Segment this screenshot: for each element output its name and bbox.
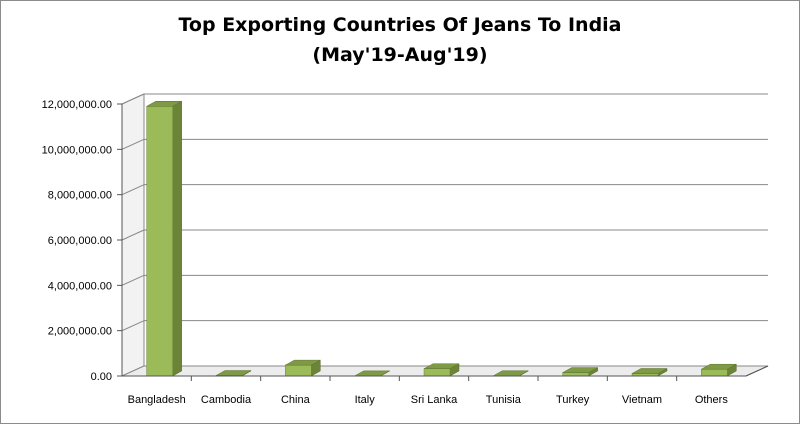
gridline-depth xyxy=(121,184,145,196)
bar-top xyxy=(561,367,599,373)
y-tick-label: 6,000,000.00 xyxy=(48,235,112,247)
bar-bangladesh xyxy=(145,100,183,377)
bar-top xyxy=(700,363,738,370)
chart-title: Top Exporting Countries Of Jeans To Indi… xyxy=(178,14,622,36)
x-tick-label: Turkey xyxy=(556,394,590,406)
gridlines xyxy=(121,93,768,332)
bar-front xyxy=(701,368,728,377)
bar-others xyxy=(700,363,738,377)
x-tick-label: Sri Lanka xyxy=(411,394,458,406)
y-tick-label: 8,000,000.00 xyxy=(48,190,112,202)
chart-walls xyxy=(121,93,769,377)
bar-top xyxy=(631,368,668,374)
x-axis-ticks: Bangladesh Cambodia China Italy Sri Lanka Tun… xyxy=(122,365,769,406)
x-tick-label: Cambodia xyxy=(201,394,252,406)
y-axis-ticks: 0.00 2,000,000.00 4,000,000.00 6,000,000.00… xyxy=(42,99,123,383)
x-tick-label: Bangladesh xyxy=(128,394,186,406)
y-tick-label: 10,000,000.00 xyxy=(42,144,112,156)
x-tick-label: China xyxy=(281,394,311,406)
bar-top xyxy=(423,363,460,369)
bar-top xyxy=(145,101,183,107)
y-tick-label: 12,000,000.00 xyxy=(42,99,112,111)
x-tick-label: Others xyxy=(695,394,729,406)
gridline-depth xyxy=(121,229,145,241)
y-tick-label: 0.00 xyxy=(91,371,112,383)
bar-sri-lanka xyxy=(423,363,460,377)
bar-top xyxy=(284,359,322,366)
bar-vietnam xyxy=(631,368,668,377)
bar-side xyxy=(172,100,182,377)
bar-front xyxy=(423,368,451,377)
x-tick-label: Vietnam xyxy=(622,394,662,406)
bar-front xyxy=(562,372,589,377)
bars xyxy=(145,100,738,377)
chart-subtitle: (May'19-Aug'19) xyxy=(312,44,488,66)
gridline-depth xyxy=(121,138,145,150)
bar-china xyxy=(284,359,322,377)
gridline-depth xyxy=(121,320,145,332)
gridline-depth xyxy=(121,274,145,286)
bar-front xyxy=(285,364,312,377)
bar-turkey xyxy=(561,367,599,377)
y-tick-label: 4,000,000.00 xyxy=(48,280,112,292)
x-tick-label: Italy xyxy=(355,394,376,406)
x-tick-label: Tunisia xyxy=(486,394,522,406)
gridline-depth xyxy=(121,93,145,105)
bar-front xyxy=(146,106,173,377)
x-axis-depth xyxy=(745,365,769,377)
y-tick-label: 2,000,000.00 xyxy=(48,326,112,338)
